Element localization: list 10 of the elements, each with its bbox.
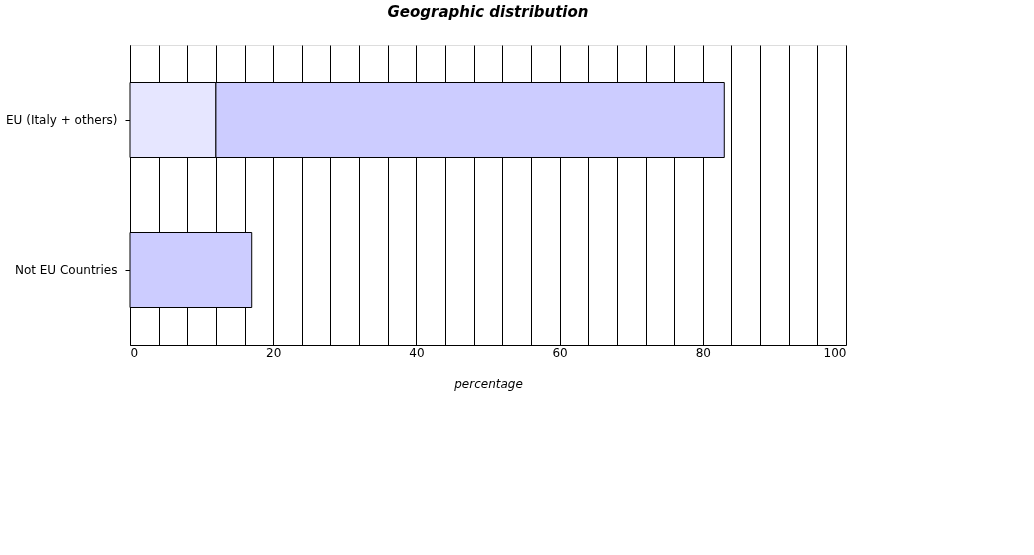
x-tick-label: 80: [695, 345, 711, 360]
x-tick-label: 0: [130, 345, 139, 360]
x-tick-label: 40: [409, 345, 425, 360]
y-tick-label: Not EU Countries: [14, 263, 118, 277]
x-tick-label: 20: [266, 345, 282, 360]
x-tick-label: 100: [823, 345, 847, 360]
x-axis-title: percentage: [453, 376, 523, 391]
y-tick-label: EU (Italy + others): [6, 113, 118, 127]
x-tick-label: 60: [552, 345, 568, 360]
chart-title: Geographic distribution: [387, 3, 589, 21]
